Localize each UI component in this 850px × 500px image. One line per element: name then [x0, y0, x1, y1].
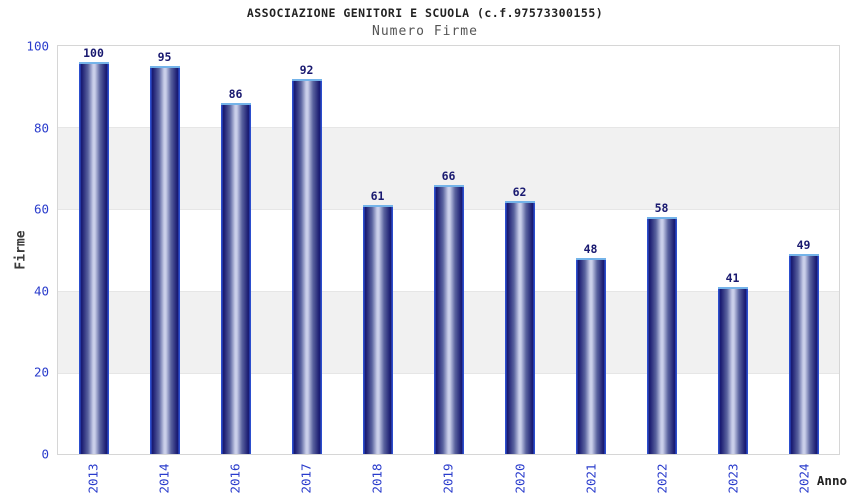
x-tick-cell: 2022	[627, 457, 698, 499]
y-tick-label: 0	[41, 446, 49, 462]
bar-2021	[575, 258, 606, 454]
x-tick-cell: 2020	[484, 457, 555, 499]
bar-value-label: 49	[796, 238, 811, 253]
bar-column-2017: 92	[271, 46, 342, 454]
bar-column-2016: 86	[200, 46, 271, 454]
bar-2014	[149, 66, 180, 454]
bar-2017	[291, 78, 322, 454]
bar-column-2014: 95	[129, 46, 200, 454]
bar-value-label: 61	[370, 189, 385, 204]
y-tick-label: 80	[33, 120, 49, 136]
x-tick-label: 2021	[583, 462, 599, 494]
x-axis-title: Anno	[816, 473, 847, 488]
x-tick-cell: 2021	[555, 457, 626, 499]
bar-2016	[220, 103, 251, 454]
bar-column-2018: 61	[342, 46, 413, 454]
bar-column-2022: 58	[626, 46, 697, 454]
chart-subtitle: Numero Firme	[372, 24, 478, 39]
bar-column-2019: 66	[413, 46, 484, 454]
x-tick-cell: 2014	[128, 457, 199, 499]
bar-2020	[504, 201, 535, 454]
x-tick-cell: 2019	[413, 457, 484, 499]
x-tick-label: 2024	[796, 462, 812, 494]
y-tick-label: 100	[26, 38, 49, 54]
y-tick-label: 60	[33, 201, 49, 217]
x-tick-label: 2018	[369, 462, 385, 494]
x-tick-label: 2019	[441, 462, 457, 494]
bar-value-label: 58	[654, 201, 669, 216]
plot-area: 100 80 60 40 20 0 100 95 86 92 61 66 62 48 58 41 49	[26, 39, 840, 462]
x-tick-label: 2016	[227, 462, 243, 494]
x-tick-label: 2017	[298, 462, 314, 494]
bar-value-label: 100	[83, 46, 104, 60]
bar-value-label: 86	[228, 87, 243, 102]
x-tick-cell: 2013	[57, 457, 128, 499]
x-tick-cell: 2018	[342, 457, 413, 499]
plot-wrap: 100 80 60 40 20 0 100 95 86 92 61 66 62 48 58 41 49 2013…	[26, 39, 840, 493]
x-tick-cell: 2017	[271, 457, 342, 499]
bar-value-label: 95	[157, 50, 172, 65]
bar-column-2024: 49	[768, 46, 839, 454]
x-axis-labels: 2013 2014 2016 2017 2018 2019 2020 2021 2022 2023…	[57, 457, 840, 499]
bar-value-label: 62	[512, 185, 527, 200]
x-tick-cell: 2023	[698, 457, 769, 499]
bar-2018	[362, 205, 393, 454]
bar-column-2013: 100	[58, 46, 129, 454]
bar-column-2021: 48	[555, 46, 626, 454]
bar-2023	[717, 286, 748, 454]
x-tick-label: 2020	[512, 462, 528, 494]
x-tick-label: 2023	[725, 462, 741, 494]
bar-value-label: 41	[725, 270, 740, 285]
y-axis-title: Firme	[13, 230, 29, 270]
x-tick-label: 2022	[654, 462, 670, 494]
bar-2019	[433, 184, 464, 454]
chart-title: ASSOCIAZIONE GENITORI E SCUOLA (c.f.9757…	[246, 6, 604, 20]
bar-2024	[788, 254, 819, 454]
bar-value-label: 48	[583, 242, 598, 257]
y-tick-label: 40	[33, 283, 49, 299]
bar-value-label: 66	[441, 168, 456, 183]
x-tick-label: 2013	[85, 462, 101, 494]
bar-2013	[78, 62, 109, 454]
x-tick-label: 2014	[156, 462, 172, 494]
bar-2022	[646, 217, 677, 454]
x-tick-cell: 2016	[199, 457, 270, 499]
y-tick-label: 20	[33, 364, 49, 380]
bar-column-2020: 62	[484, 46, 555, 454]
bar-value-label: 92	[299, 62, 314, 77]
bar-column-2023: 41	[697, 46, 768, 454]
